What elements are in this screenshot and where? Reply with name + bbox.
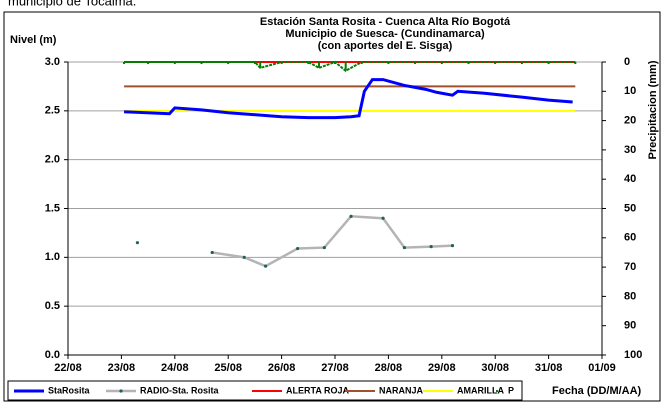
marker	[322, 245, 326, 250]
series-line	[211, 215, 453, 268]
marker	[135, 241, 140, 245]
x-tick-label: 01/09	[588, 362, 616, 374]
marker	[360, 62, 363, 64]
marker	[402, 245, 407, 250]
y-axis-label: Nivel (m)	[10, 34, 57, 46]
marker	[253, 62, 256, 64]
marker	[173, 62, 176, 64]
y2-tick-label: 60	[624, 232, 636, 244]
chart-title: (con aportes del E. Sisga)	[318, 40, 453, 52]
marker	[450, 244, 455, 248]
marker	[414, 62, 417, 64]
y-tick-label: 0.0	[45, 349, 60, 361]
x-tick-label: 28/08	[375, 362, 403, 374]
legend-label: RADIO-Sta. Rosita	[140, 385, 220, 395]
legend-swatch	[119, 389, 123, 393]
marker	[387, 62, 390, 64]
x-tick-label: 24/08	[161, 362, 189, 374]
y-tick-label: 1.0	[45, 251, 60, 263]
y2-tick-label: 90	[624, 320, 636, 332]
marker	[467, 62, 470, 64]
y-tick-label: 3.0	[45, 56, 60, 68]
y2-tick-label: 80	[624, 290, 636, 302]
y2-tick-label: 10	[624, 85, 636, 97]
y2-tick-label: 0	[624, 56, 630, 68]
y2-axis-label: Precipitacion (mm)	[647, 60, 659, 159]
legend-label: ALERTA ROJA	[286, 385, 350, 395]
x-tick-label: 27/08	[321, 362, 349, 374]
marker	[574, 62, 577, 64]
marker	[242, 255, 246, 259]
marker	[259, 62, 262, 68]
y2-tick-label: 40	[624, 173, 636, 185]
y-tick-label: 0.5	[45, 300, 60, 312]
x-axis-label: Fecha (DD/M/AA)	[552, 385, 642, 397]
x-tick-label: 22/08	[54, 362, 82, 374]
marker	[123, 62, 126, 64]
marker	[494, 62, 497, 64]
y2-tick-label: 30	[624, 144, 636, 156]
marker	[147, 62, 150, 64]
chart-title: Estación Santa Rosita - Cuenca Alta Río …	[260, 16, 511, 28]
y-tick-label: 2.0	[45, 154, 60, 166]
y2-tick-label: 20	[624, 115, 636, 127]
y-tick-label: 2.5	[45, 105, 60, 117]
legend-swatch	[496, 390, 498, 392]
caption: municipio de Tocaima.	[8, 0, 136, 8]
series-line	[124, 78, 573, 120]
x-tick-label: 25/08	[214, 362, 242, 374]
x-tick-label: 23/08	[108, 362, 136, 374]
marker	[280, 62, 283, 64]
legend-label: StaRosita	[48, 385, 91, 395]
y-tick-label: 1.5	[45, 202, 60, 214]
marker	[307, 62, 310, 64]
marker	[263, 264, 268, 268]
x-tick-label: 26/08	[268, 362, 296, 374]
marker	[200, 62, 203, 64]
marker	[210, 250, 214, 255]
x-tick-label: 30/08	[481, 362, 509, 374]
marker	[344, 62, 347, 71]
legend-label: AMARILLA	[457, 385, 504, 395]
marker	[227, 62, 230, 64]
y2-tick-label: 100	[624, 349, 642, 361]
marker	[429, 244, 433, 249]
legend-label: P	[508, 385, 514, 395]
marker	[296, 246, 300, 251]
x-tick-label: 29/08	[428, 362, 456, 374]
x-tick-label: 31/08	[535, 362, 563, 374]
marker	[547, 62, 550, 64]
legend-label: NARANJA	[379, 385, 424, 395]
marker	[334, 62, 336, 64]
marker	[440, 62, 443, 64]
chart-title: Municipio de Suesca- (Cundinamarca)	[285, 28, 485, 40]
marker	[317, 62, 320, 68]
y2-tick-label: 50	[624, 202, 636, 214]
y2-tick-label: 70	[624, 261, 636, 273]
marker	[381, 216, 385, 220]
marker	[520, 62, 523, 64]
marker	[349, 214, 353, 218]
